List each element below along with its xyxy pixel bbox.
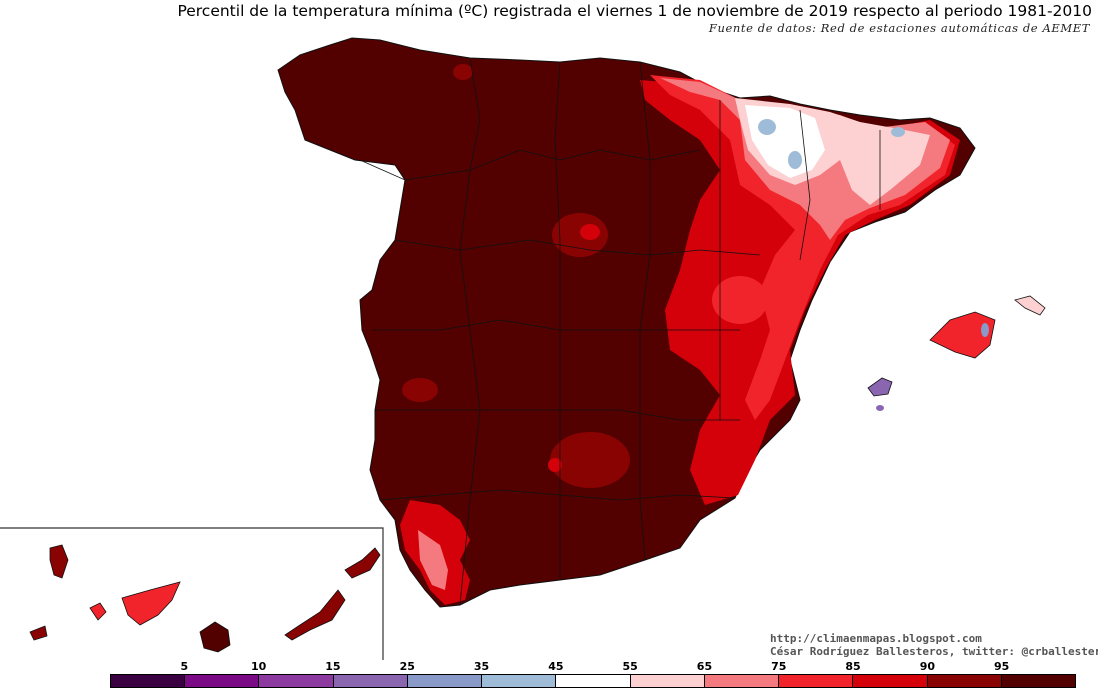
legend-tick-label: 55 — [622, 660, 638, 673]
map-title: Percentil de la temperatura mínima (ºC) … — [177, 2, 1092, 20]
menorca-shape — [1014, 295, 1046, 316]
la-gomera-shape — [89, 602, 107, 621]
legend-tick-label: 95 — [994, 660, 1010, 673]
legend-swatch — [407, 675, 483, 687]
legend-swatch — [630, 675, 705, 687]
cadiz-pink-zone — [418, 530, 448, 590]
lanzarote-shape — [344, 547, 381, 579]
fuerteventura-shape — [284, 589, 346, 641]
la-palma-shape — [49, 544, 69, 579]
granada-patch — [550, 432, 630, 488]
granada-spot — [548, 458, 562, 472]
legend-swatch — [556, 675, 631, 687]
pyrenees-blue-spot-3 — [891, 127, 905, 137]
legend-swatch — [853, 675, 928, 687]
tenerife-shape — [121, 581, 181, 626]
legend-tick-label: 45 — [548, 660, 564, 673]
legend-tick-label: 10 — [250, 660, 267, 673]
legend-tick-label: 25 — [399, 660, 415, 673]
author-credit: César Rodríguez Ballesteros, twitter: @c… — [770, 645, 1098, 658]
legend-tick-label: 5 — [180, 660, 189, 673]
formentera-shape — [876, 405, 884, 411]
legend-swatch — [259, 675, 334, 687]
ibiza-shape — [867, 377, 893, 397]
murcia-patch — [698, 442, 742, 478]
mallorca-blue-spot — [981, 323, 989, 337]
valencia-patch — [712, 276, 768, 324]
peninsula-shape — [277, 37, 976, 608]
legend-tick-label: 15 — [325, 660, 341, 673]
legend-swatch — [779, 675, 854, 687]
mallorca-shape — [929, 311, 996, 359]
galicia-patch — [453, 64, 473, 80]
legend-tick-label: 35 — [473, 660, 490, 673]
legend-swatch — [111, 675, 186, 687]
gran-canaria-shape — [199, 621, 231, 653]
legend-swatch — [185, 675, 260, 687]
legend-swatch — [704, 675, 780, 687]
legend-tick-label: 90 — [919, 660, 936, 673]
legend-swatch — [927, 675, 1002, 687]
pyrenees-blue-spot-2 — [788, 151, 802, 169]
pyrenees-blue-spot-1 — [758, 119, 776, 135]
blog-credit[interactable]: http://climaenmapas.blogspot.com — [770, 632, 982, 645]
canary-inset-frame — [0, 527, 384, 660]
legend-colorbar — [110, 674, 1076, 688]
legend-tick-label: 65 — [696, 660, 713, 673]
legend-tick-label: 85 — [845, 660, 861, 673]
data-source: Fuente de datos: Red de estaciones autom… — [708, 21, 1090, 35]
badajoz-patch — [402, 378, 438, 402]
madrid-patch-red — [580, 224, 600, 240]
legend-swatch — [1001, 675, 1076, 687]
el-hierro-shape — [29, 625, 48, 641]
legend-tick-label: 75 — [771, 660, 787, 673]
legend-swatch — [333, 675, 408, 687]
province-borders — [359, 57, 881, 606]
legend-swatch — [482, 675, 557, 687]
